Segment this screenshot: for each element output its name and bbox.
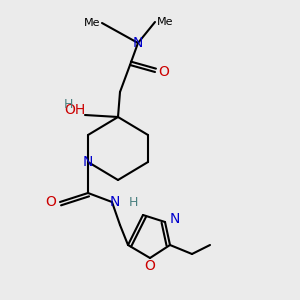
Text: N: N [133, 36, 143, 50]
Text: N: N [83, 155, 93, 169]
Text: O: O [145, 259, 155, 273]
Text: O: O [159, 65, 170, 79]
Text: OH: OH [64, 103, 86, 117]
Text: Me: Me [157, 17, 173, 27]
Text: N: N [110, 195, 120, 209]
Text: Me: Me [84, 18, 100, 28]
Text: H: H [63, 98, 73, 112]
Text: N: N [170, 212, 180, 226]
Text: O: O [46, 195, 56, 209]
Text: H: H [128, 196, 138, 208]
